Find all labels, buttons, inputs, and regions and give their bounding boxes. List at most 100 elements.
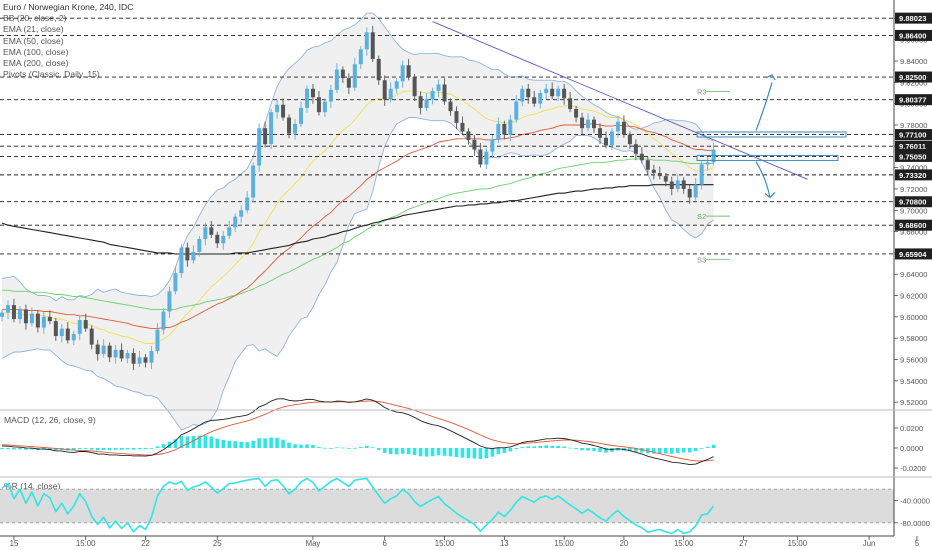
macd-histogram-bar [221, 440, 226, 448]
macd-histogram-bar [311, 445, 315, 448]
macd-histogram-bar [335, 447, 339, 449]
macd-histogram-bar [370, 447, 375, 449]
macd-histogram-bar [6, 448, 10, 450]
macd-histogram-bar [586, 448, 590, 451]
macd-histogram-bar [669, 448, 674, 454]
bullish-arrow-head [765, 74, 776, 81]
ema200-line [1, 184, 714, 255]
candle-body [322, 101, 327, 113]
candle-body [586, 119, 591, 129]
macd-histogram-bar [580, 448, 584, 451]
price-level-badge [895, 29, 932, 41]
macd-histogram-bar [173, 439, 178, 448]
price-axis-label: 9.70000 [900, 206, 927, 215]
macd-histogram-bar [89, 448, 94, 450]
macd-histogram-bar [71, 448, 76, 451]
macd-histogram-bar [77, 448, 82, 450]
pivot-label: S3 [697, 255, 706, 264]
candle-body [502, 123, 507, 135]
time-axis-label: 15:00 [674, 539, 694, 548]
macd-histogram-bar [705, 446, 710, 448]
macd-histogram-bar [675, 448, 680, 453]
price-level-badge [895, 94, 932, 106]
candle-body [580, 117, 585, 129]
chart-title: Euro / Norwegian Krone, 240, IDC [3, 2, 134, 12]
candle-body [23, 309, 28, 324]
price-level-badge [895, 169, 932, 181]
macd-line [1, 398, 714, 466]
macd-histogram-bar [364, 445, 369, 448]
price-axis-label: 9.60000 [900, 313, 927, 322]
macd-histogram-bar [658, 448, 662, 454]
macd-histogram-bar [663, 448, 668, 454]
candle-body [113, 349, 118, 358]
macd-histogram-bar [424, 448, 429, 457]
macd-histogram-bar [54, 448, 58, 451]
candle-body [574, 108, 579, 118]
candle-body [197, 239, 202, 252]
macd-histogram-bar [526, 446, 531, 448]
candle-body [191, 251, 196, 261]
macd-histogram-bar [155, 446, 160, 448]
candle-body [83, 320, 88, 329]
williams-r-line [1, 477, 715, 535]
macd-histogram-bar [353, 447, 357, 449]
candle-body [41, 316, 46, 328]
candle-body [233, 216, 238, 228]
macd-histogram-bar [436, 448, 441, 456]
candle-body [370, 32, 375, 59]
candle-body [11, 305, 16, 319]
candle-body [352, 64, 357, 88]
williams-r-axis-label: -80.0000 [900, 519, 930, 528]
macd-histogram-bar [257, 438, 261, 448]
time-axis-label: 5 [915, 539, 920, 548]
candle-body [340, 69, 345, 79]
macd-histogram-bar [496, 448, 501, 455]
macd-histogram-bar [556, 445, 560, 448]
macd-histogram-bar [616, 448, 620, 451]
candle-body [514, 101, 519, 120]
candle-body [436, 84, 441, 91]
support-box [696, 154, 839, 161]
macd-histogram-bar [347, 448, 351, 449]
price-level-badge [895, 12, 932, 24]
candle-body [562, 88, 567, 99]
macd-histogram-bar [12, 448, 16, 450]
time-axis-label: 13 [500, 539, 509, 548]
price-level-badge [895, 129, 932, 141]
price-axis-label: 9.84000 [900, 57, 927, 66]
macd-histogram-bar [275, 437, 279, 448]
macd-histogram-bar [454, 448, 459, 457]
candle-body [143, 357, 148, 363]
candle-body [699, 164, 704, 185]
price-panel[interactable]: R3 S2 S3 9.52000 9.54000 9.56000 9.58000 9.6000… [0, 12, 932, 431]
time-axis-label: Jun [863, 539, 876, 548]
macd-histogram-bar [185, 436, 190, 448]
price-level-label: 9.70800 [899, 198, 926, 207]
candle-body [53, 321, 58, 337]
candle-body [472, 139, 477, 150]
price-axis-label: 9.68000 [900, 228, 927, 237]
bb-upper-line [1, 12, 714, 302]
candle-body [663, 176, 668, 182]
candle-body [131, 353, 136, 364]
macd-histogram-bar [143, 448, 148, 450]
candle-body [137, 357, 142, 364]
macd-histogram-bar [442, 448, 447, 456]
macd-histogram-bar [215, 438, 220, 448]
macd-panel[interactable]: MACD (12, 26, close, 9) 0.0200 0.0000 -0.0… [0, 398, 926, 473]
candle-body [304, 88, 309, 108]
legend-ema100: EMA (100, close) [3, 46, 69, 57]
candle-body [627, 134, 632, 145]
macd-histogram-bar [299, 444, 303, 448]
macd-histogram-bar [394, 448, 399, 455]
candle-body [101, 345, 106, 355]
legend-bb: BB (20, close, 2) [3, 13, 67, 24]
macd-histogram-bar [18, 448, 22, 450]
williams-r-axis-label: -40.0000 [900, 496, 930, 505]
williams-r-panel[interactable]: %R (14, close) -40.0000 -80.0000 [0, 477, 930, 535]
candle-body [592, 119, 597, 129]
time-axis-label: 15:00 [435, 539, 455, 548]
candle-body [454, 111, 459, 123]
